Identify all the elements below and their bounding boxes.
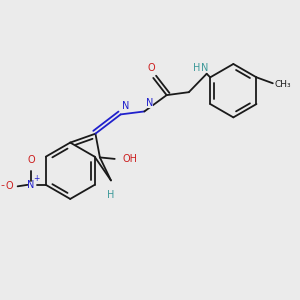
Text: OH: OH xyxy=(122,154,137,164)
Text: N: N xyxy=(202,63,209,74)
Text: O: O xyxy=(148,64,156,74)
Text: CH₃: CH₃ xyxy=(274,80,291,89)
Text: N: N xyxy=(27,180,35,190)
Text: N: N xyxy=(122,101,130,111)
Text: +: + xyxy=(33,174,40,183)
Text: H: H xyxy=(107,190,115,200)
Text: H: H xyxy=(193,63,200,73)
Text: O: O xyxy=(27,155,35,165)
Text: -: - xyxy=(1,180,5,190)
Text: O: O xyxy=(6,181,13,191)
Text: N: N xyxy=(146,98,153,109)
